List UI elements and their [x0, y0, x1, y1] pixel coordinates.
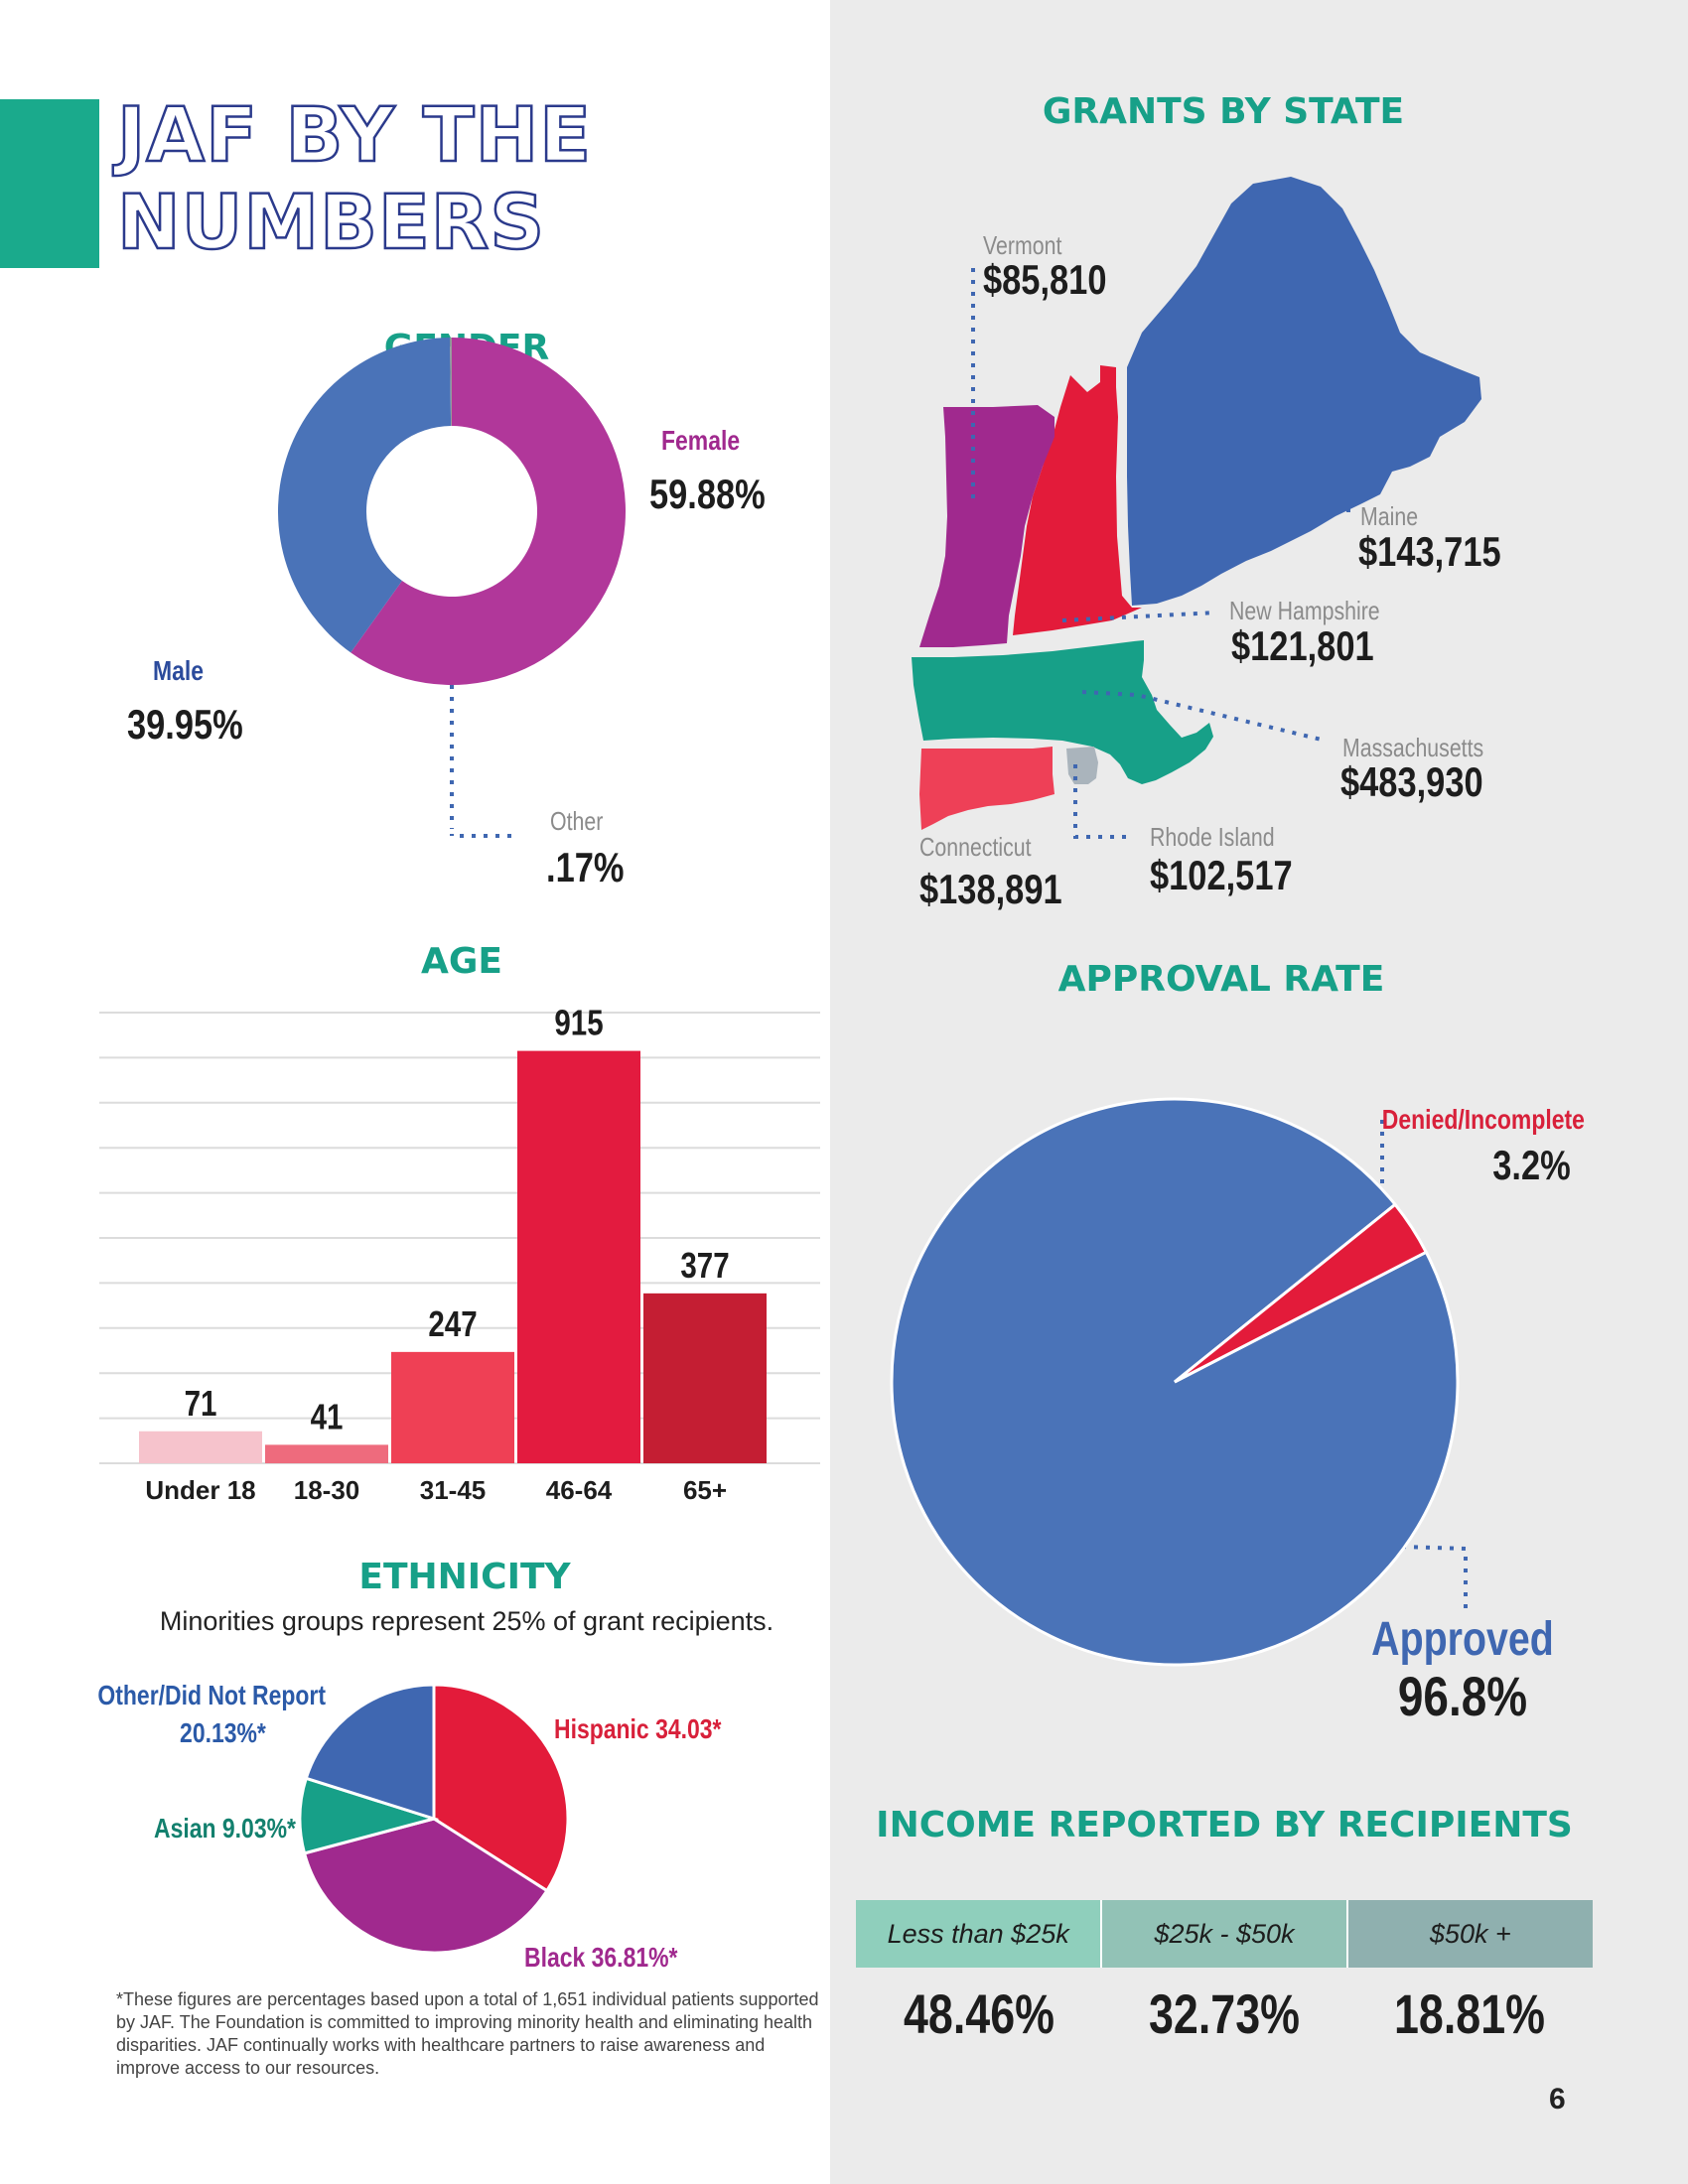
ethnicity-slices [298, 1683, 570, 1955]
age-category-label: Under 18 [145, 1475, 255, 1505]
rhode-island-amount: $102,517 [1150, 852, 1293, 898]
ethnicity-subtitle: Minorities groups represent 25% of grant… [159, 1606, 774, 1636]
connecticut-shape [919, 747, 1055, 830]
denied-label: Denied/Incomplete [1381, 1104, 1585, 1135]
other-label: Other [550, 806, 604, 836]
income-value-50k-plus: 18.81% [1394, 1982, 1546, 2045]
connecticut-name: Connecticut [919, 832, 1032, 862]
accent-block [0, 99, 99, 268]
age-value-label: 41 [311, 1397, 344, 1436]
income-value-cell: 18.81% [1347, 1968, 1593, 2047]
connecticut-amount: $138,891 [919, 866, 1062, 912]
other-value: .17% [546, 844, 625, 890]
age-bar-46-64 [517, 1050, 640, 1463]
income-title: INCOME REPORTED BY RECIPIENTS [876, 1805, 1573, 1845]
maine-name: Maine [1360, 501, 1419, 531]
age-value-label: 71 [185, 1383, 217, 1423]
vermont-amount: $85,810 [983, 256, 1107, 303]
age-title: AGE [420, 941, 502, 982]
new-hampshire-leader [1061, 611, 1217, 622]
age-bar-65 [643, 1293, 767, 1463]
income-header-row: Less than $25k $25k - $50k $50k + [856, 1900, 1593, 1968]
other-ethnicity-value: 20.13%* [180, 1717, 266, 1748]
page-title: JAF BY THE NUMBERS [116, 89, 593, 267]
approval-slices [890, 1097, 1460, 1667]
page-title-line-1: JAF BY THE [116, 89, 593, 180]
age-bar-31-45 [391, 1351, 514, 1463]
asian-label: Asian 9.03%* [154, 1813, 296, 1843]
income-value-cell: 48.46% [856, 1968, 1101, 2047]
massachusetts-shape [912, 640, 1213, 784]
ethnicity-slice-other-did-not-report [304, 1683, 436, 1822]
female-label: Female [661, 425, 741, 456]
ethnicity-title: ETHNICITY [358, 1557, 571, 1597]
grants-title: GRANTS BY STATE [1042, 91, 1405, 132]
income-table: Less than $25k $25k - $50k $50k + 48.46%… [856, 1900, 1593, 2047]
approval-title: APPROVAL RATE [1057, 959, 1385, 1000]
gender-slices [277, 338, 626, 685]
age-category-label: 46-64 [546, 1475, 613, 1505]
maine-amount: $143,715 [1358, 528, 1501, 575]
age-value-label: 377 [680, 1245, 729, 1285]
income-value-row: 48.46% 32.73% 18.81% [856, 1968, 1593, 2047]
income-value-lt25k: 48.46% [903, 1982, 1055, 2045]
page-number: 6 [1549, 2083, 1566, 2116]
black-label: Black 36.81%* [524, 1942, 678, 1973]
age-category-label: 65+ [683, 1475, 727, 1505]
vermont-shape [919, 405, 1055, 647]
map-leader-lines [971, 268, 1350, 839]
hispanic-label: Hispanic 34.03* [554, 1713, 722, 1744]
new-hampshire-shape [1013, 365, 1142, 635]
income-header-25k-50k: $25k - $50k [1101, 1900, 1348, 1968]
approved-label: Approved [1371, 1613, 1554, 1666]
male-value: 39.95% [127, 701, 243, 748]
age-category-label: 18-30 [294, 1475, 360, 1505]
age-bar-18-30 [265, 1444, 388, 1463]
gender-slice-male [277, 338, 452, 653]
denied-value: 3.2% [1492, 1142, 1571, 1188]
age-value-label: 247 [428, 1303, 477, 1343]
approved-value: 96.8% [1397, 1665, 1528, 1727]
age-category-label: 31-45 [420, 1475, 487, 1505]
approval-slice-denied-incomplete [1174, 1202, 1429, 1384]
new-hampshire-name: New Hampshire [1229, 596, 1380, 625]
income-value-cell: 32.73% [1101, 1968, 1346, 2047]
massachusetts-name: Massachusetts [1342, 733, 1484, 762]
gender-slice-female [351, 338, 626, 685]
page-title-line-2: NUMBERS [116, 177, 546, 267]
age-bar-under-18 [139, 1431, 262, 1463]
female-value: 59.88% [649, 471, 766, 517]
gender-slice-other [450, 338, 452, 427]
other-ethnicity-label: Other/Did Not Report [97, 1680, 326, 1710]
income-value-25k-50k: 32.73% [1149, 1982, 1300, 2045]
age-value-label: 915 [554, 1003, 603, 1042]
male-label: Male [153, 655, 205, 686]
income-header-lt25k: Less than $25k [856, 1900, 1103, 1968]
vermont-name: Vermont [983, 230, 1062, 260]
maine-shape [1127, 177, 1481, 606]
rhode-island-leader [1073, 764, 1127, 839]
rhode-island-shape [1066, 747, 1098, 784]
income-header-50k-plus: $50k + [1346, 1900, 1593, 1968]
massachusetts-amount: $483,930 [1340, 758, 1483, 805]
ethnicity-slice-black [302, 1817, 549, 1955]
approved-leader-line [1401, 1545, 1468, 1613]
rhode-island-name: Rhode Island [1150, 822, 1275, 852]
ethnicity-footnote: *These figures are percentages based upo… [116, 1989, 819, 2078]
new-hampshire-amount: $121,801 [1231, 622, 1374, 669]
